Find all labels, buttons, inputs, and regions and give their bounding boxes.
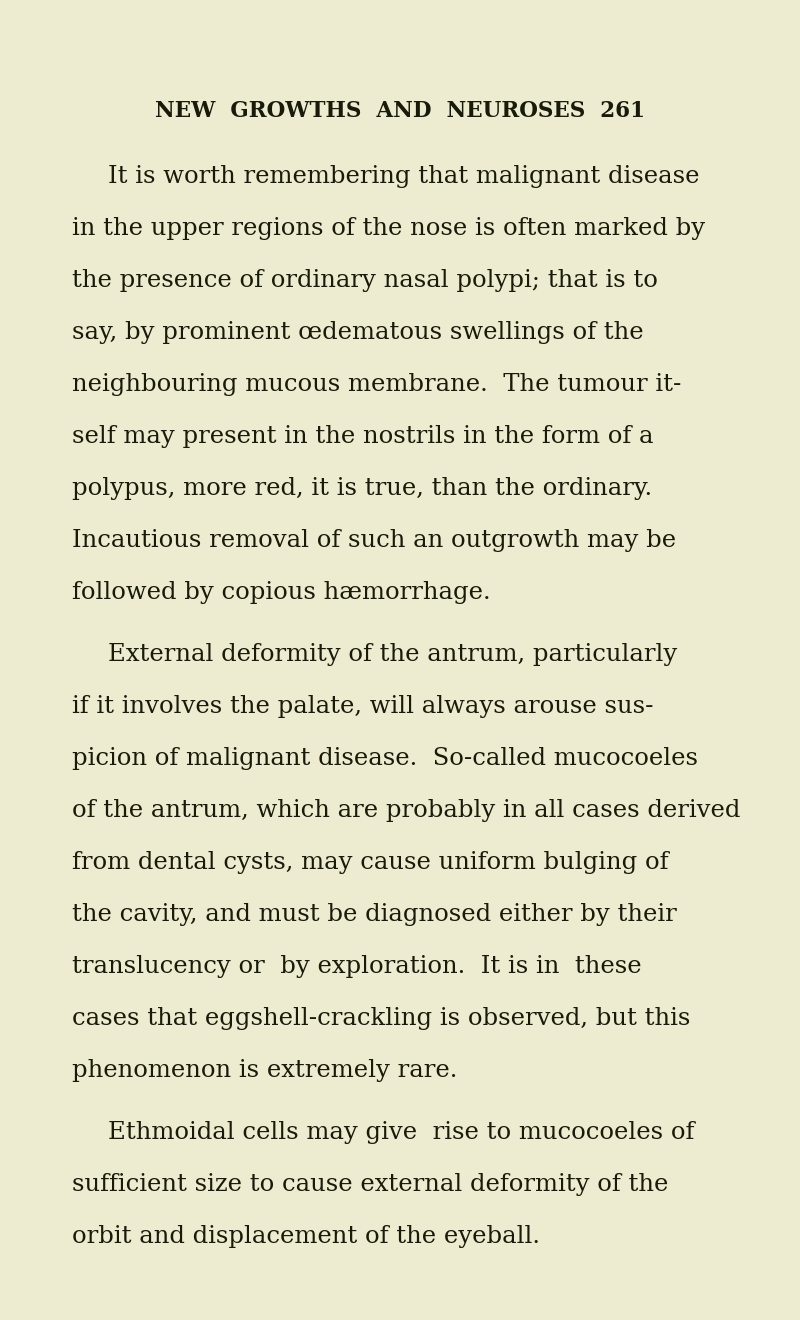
Text: Ethmoidal cells may give  rise to mucocoeles of: Ethmoidal cells may give rise to mucocoe…: [108, 1121, 694, 1144]
Text: External deformity of the antrum, particularly: External deformity of the antrum, partic…: [108, 643, 678, 667]
Text: picion of malignant disease.  So-called mucocoeles: picion of malignant disease. So-called m…: [72, 747, 698, 770]
Text: Incautious removal of such an outgrowth may be: Incautious removal of such an outgrowth …: [72, 529, 676, 552]
Text: followed by copious hæmorrhage.: followed by copious hæmorrhage.: [72, 581, 490, 605]
Text: self may present in the nostrils in the form of a: self may present in the nostrils in the …: [72, 425, 654, 447]
Text: say, by prominent œdematous swellings of the: say, by prominent œdematous swellings of…: [72, 321, 644, 345]
Text: from dental cysts, may cause uniform bulging of: from dental cysts, may cause uniform bul…: [72, 851, 669, 874]
Text: NEW  GROWTHS  AND  NEUROSES  261: NEW GROWTHS AND NEUROSES 261: [155, 100, 645, 121]
Text: if it involves the palate, will always arouse sus-: if it involves the palate, will always a…: [72, 696, 654, 718]
Text: the cavity, and must be diagnosed either by their: the cavity, and must be diagnosed either…: [72, 903, 677, 927]
Text: the presence of ordinary nasal polypi; that is to: the presence of ordinary nasal polypi; t…: [72, 269, 658, 292]
Text: phenomenon is extremely rare.: phenomenon is extremely rare.: [72, 1059, 458, 1082]
Text: in the upper regions of the nose is often marked by: in the upper regions of the nose is ofte…: [72, 216, 705, 240]
Text: translucency or  by exploration.  It is in  these: translucency or by exploration. It is in…: [72, 954, 642, 978]
Text: of the antrum, which are probably in all cases derived: of the antrum, which are probably in all…: [72, 799, 740, 822]
Text: It is worth remembering that malignant disease: It is worth remembering that malignant d…: [108, 165, 699, 187]
Text: sufficient size to cause external deformity of the: sufficient size to cause external deform…: [72, 1173, 668, 1196]
Text: cases that eggshell-crackling is observed, but this: cases that eggshell-crackling is observe…: [72, 1007, 690, 1030]
Text: neighbouring mucous membrane.  The tumour it-: neighbouring mucous membrane. The tumour…: [72, 374, 682, 396]
Text: polypus, more red, it is true, than the ordinary.: polypus, more red, it is true, than the …: [72, 477, 652, 500]
Text: orbit and displacement of the eyeball.: orbit and displacement of the eyeball.: [72, 1225, 540, 1247]
